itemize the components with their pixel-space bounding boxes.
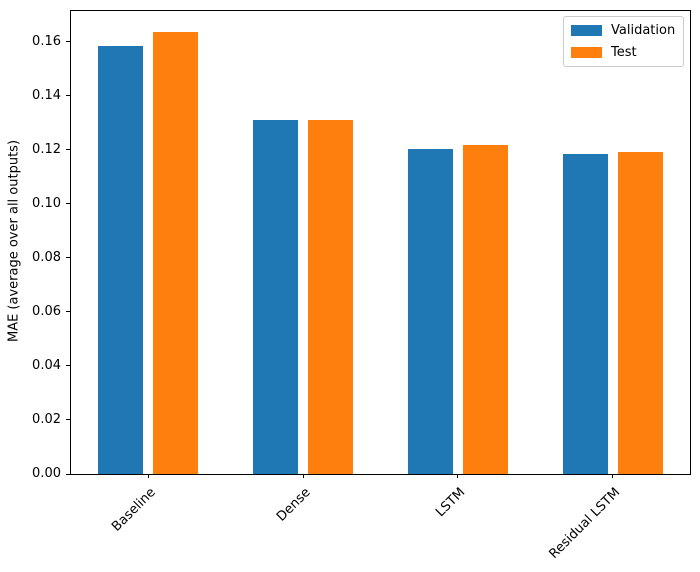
bar-test-baseline <box>153 31 199 474</box>
y-tick-label: 0.16 <box>32 33 61 49</box>
y-tick-mark <box>66 257 70 259</box>
x-tick-mark <box>457 474 459 478</box>
y-tick-mark <box>66 311 70 313</box>
bar-validation-residual-lstm <box>562 154 608 474</box>
y-axis-label: MAE (average over all outputs) <box>6 139 22 343</box>
y-tick-label: 0.00 <box>32 466 61 481</box>
x-tick-label-text: Residual LSTM <box>546 485 624 562</box>
y-tick-label: 0.08 <box>32 249 61 265</box>
x-tick-label-residual-lstm: Residual LSTM <box>313 481 623 562</box>
bar-test-dense <box>308 120 354 474</box>
x-tick-mark <box>612 474 614 478</box>
y-tick-mark <box>66 473 70 475</box>
bar-validation-dense <box>253 119 299 474</box>
legend: Validation Test <box>563 16 684 67</box>
y-tick-label: 0.04 <box>32 357 61 373</box>
bar-validation-lstm <box>407 148 453 474</box>
legend-swatch-test <box>571 47 602 58</box>
legend-item-test: Test <box>571 45 675 60</box>
y-tick-label: 0.02 <box>32 411 61 427</box>
y-tick-label: 0.10 <box>32 195 61 211</box>
y-tick-mark <box>66 419 70 421</box>
plot-area: Validation Test 0.00 0.02 0.04 0.06 0.08 0.10 0… <box>32 10 691 562</box>
x-tick-mark <box>302 474 304 478</box>
y-tick-label: 0.12 <box>32 141 61 157</box>
y-tick-mark <box>66 41 70 43</box>
y-tick-label: 0.14 <box>32 87 61 103</box>
bar-test-lstm <box>462 145 508 474</box>
legend-label: Validation <box>611 23 676 38</box>
legend-item-validation: Validation <box>571 23 675 38</box>
y-tick-mark <box>66 365 70 367</box>
x-tick-mark <box>147 474 149 478</box>
y-tick-mark <box>66 203 70 205</box>
legend-label: Test <box>611 45 637 60</box>
y-tick-mark <box>66 95 70 97</box>
bar-test-residual-lstm <box>617 151 663 474</box>
y-tick-mark <box>66 149 70 151</box>
bar-validation-baseline <box>98 45 144 474</box>
legend-swatch-validation <box>571 25 602 36</box>
y-tick-label: 0.06 <box>32 303 61 319</box>
